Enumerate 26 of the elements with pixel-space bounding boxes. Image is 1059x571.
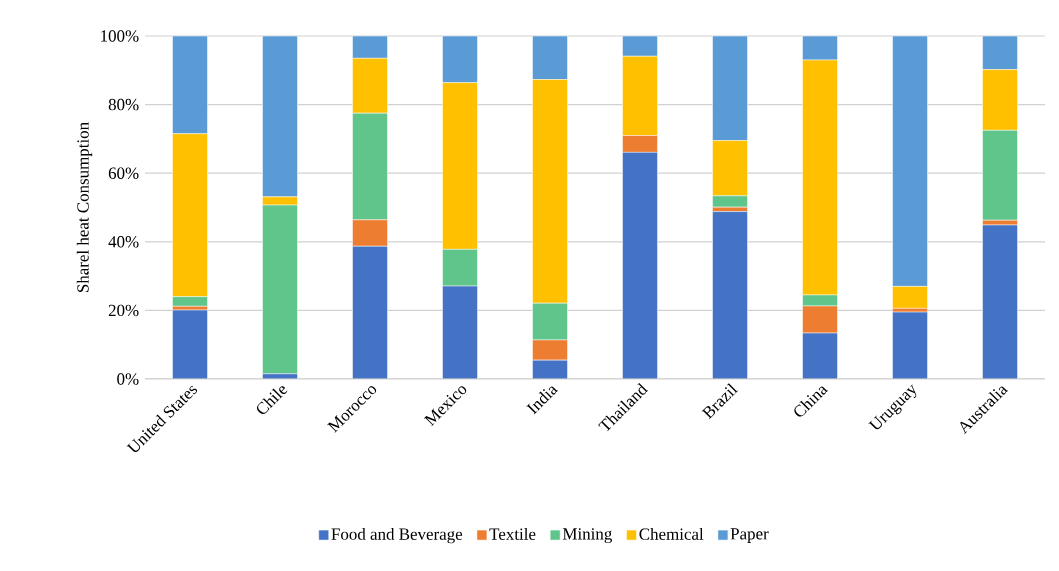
bar	[892, 311, 928, 379]
bar	[982, 224, 1018, 379]
bar	[172, 36, 208, 134]
y-tick-label: 20%	[108, 304, 139, 317]
y-tick-label: 100%	[101, 30, 139, 42]
legend-label: Paper	[730, 528, 769, 543]
bar	[532, 36, 568, 80]
bar	[442, 36, 478, 83]
y-tick-label: 80%	[108, 98, 139, 111]
bar	[352, 36, 388, 59]
legend-label: Chemical	[639, 527, 704, 540]
bar	[712, 36, 748, 141]
x-tick-label: Chile	[256, 386, 288, 414]
bar	[172, 309, 208, 379]
bar	[262, 36, 298, 198]
y-tick-label: 40%	[108, 236, 139, 248]
bar	[622, 36, 658, 57]
y-tick-label: 0%	[117, 373, 139, 385]
legend-label: Textile	[489, 527, 536, 540]
bar	[892, 36, 928, 287]
bar	[982, 36, 1018, 70]
y-tick-label: 60%	[108, 167, 139, 179]
y-axis-title: Sharel heat Consumption	[76, 122, 93, 292]
legend-label: Mining	[562, 528, 612, 544]
bar	[712, 211, 748, 379]
legend-label: Food and Beverage	[331, 527, 463, 544]
